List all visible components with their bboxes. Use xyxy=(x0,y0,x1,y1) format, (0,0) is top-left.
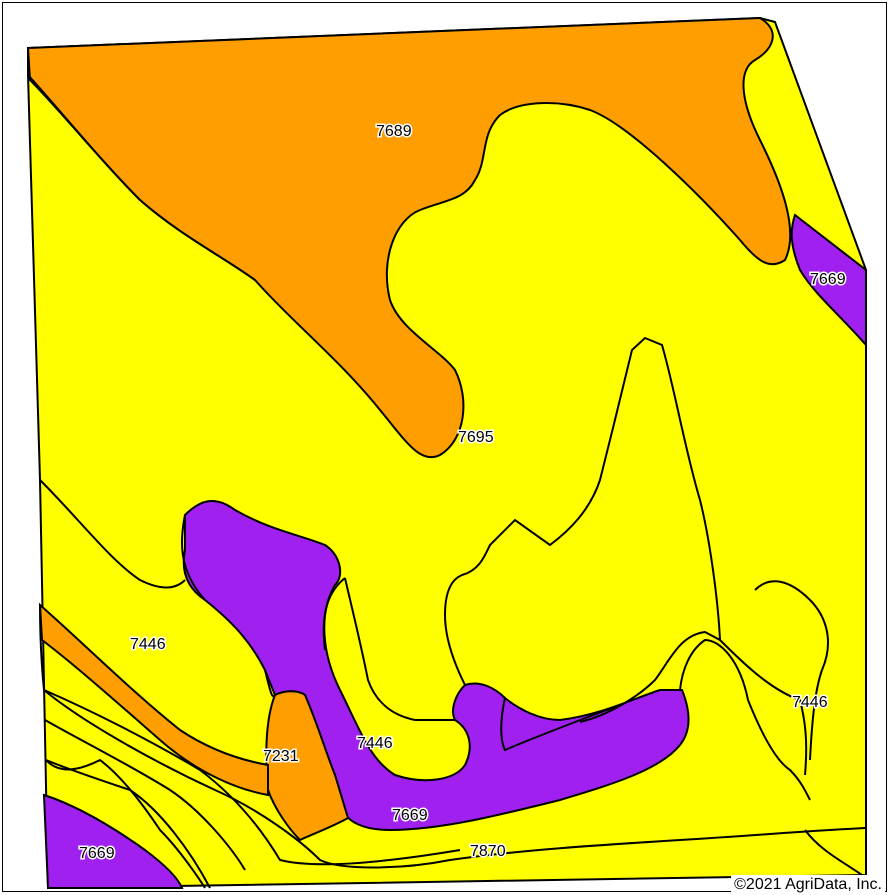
label-7446-west: 7446 xyxy=(130,636,166,653)
label-7669-southwest: 7669 xyxy=(79,845,115,862)
label-7446-south: 7446 xyxy=(357,735,393,752)
label-7669-east: 7669 xyxy=(810,271,846,288)
soil-unit-7689 xyxy=(26,16,792,459)
label-7669-south: 7669 xyxy=(392,807,428,824)
label-7695: 7695 xyxy=(458,429,494,446)
label-7231: 7231 xyxy=(263,748,299,765)
label-7870: 7870 xyxy=(470,843,506,860)
soil-unit-7669-east xyxy=(790,213,867,348)
label-7689: 7689 xyxy=(376,123,412,140)
soil-unit-7669-southwest xyxy=(42,793,184,889)
soil-unit-orange-southwest xyxy=(38,602,269,797)
soil-boundary-lines xyxy=(27,74,867,889)
label-7446-east: 7446 xyxy=(792,694,828,711)
copyright-text: ©2021 AgriData, Inc. xyxy=(731,875,885,895)
